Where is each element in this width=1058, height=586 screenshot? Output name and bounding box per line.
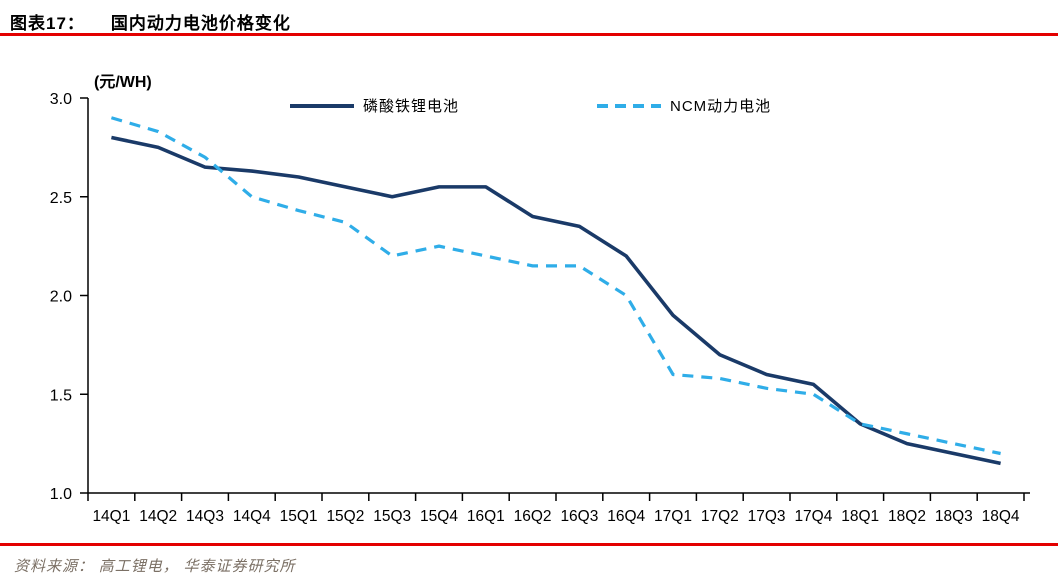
y-tick-label: 1.0 [50, 486, 72, 503]
x-tick-label: 15Q4 [420, 508, 458, 525]
x-tick-label: 14Q2 [139, 508, 177, 525]
lfp-solid-line-swatch [290, 103, 354, 108]
source-note: 资料来源： 高工锂电， 华泰证券研究所 [14, 559, 296, 575]
x-tick-label: 17Q4 [794, 508, 832, 525]
x-tick-label: 15Q1 [280, 508, 318, 525]
x-tick-label: 18Q4 [982, 508, 1020, 525]
y-tick-label: 2.5 [50, 190, 72, 207]
y-tick-label: 2.0 [50, 289, 72, 306]
series-line-lfp [111, 135, 1001, 466]
legend-item-ncm: NCM动力电池 [597, 95, 771, 116]
y-tick-label: 1.5 [50, 387, 72, 404]
figure-number-label: 图表17： [10, 14, 85, 33]
y-tick-label: 3.0 [50, 91, 72, 108]
x-tick-label: 16Q2 [514, 508, 552, 525]
x-tick-label: 16Q1 [467, 508, 505, 525]
figure-title: 图表17： 国内动力电池价格变化 [10, 9, 291, 34]
x-tick-label: 17Q1 [654, 508, 692, 525]
x-tick-label: 18Q3 [935, 508, 973, 525]
legend-label-lfp: 磷酸铁锂电池 [363, 98, 460, 115]
x-tick-label: 18Q2 [888, 508, 926, 525]
x-tick-label: 18Q1 [841, 508, 879, 525]
figure-title-text: 国内动力电池价格变化 [110, 14, 291, 33]
x-tick-label: 17Q2 [701, 508, 739, 525]
x-tick-label: 14Q1 [92, 508, 130, 525]
title-underline-rule [0, 33, 1058, 36]
x-tick-label: 15Q3 [373, 508, 411, 525]
ncm-dashed-line-swatch [597, 103, 661, 108]
x-tick-label: 14Q4 [233, 508, 271, 525]
x-tick-label: 16Q3 [560, 508, 598, 525]
footer-rule [0, 543, 1058, 546]
chart-legend: 磷酸铁锂电池 NCM动力电池 [0, 95, 1058, 115]
battery-price-line-chart: 3.0 2.5 2.0 1.5 1.0 14Q1 14Q2 14Q3 14Q4 15Q1 15Q2 1… [50, 91, 1030, 525]
series-line-ncm [110, 116, 1001, 456]
x-tick-label: 16Q4 [607, 508, 645, 525]
x-tick-label: 17Q3 [748, 508, 786, 525]
x-tick-label: 15Q2 [326, 508, 364, 525]
x-tick-label: 14Q3 [186, 508, 224, 525]
legend-item-lfp: 磷酸铁锂电池 [290, 95, 459, 116]
y-axis-unit-label: (元/WH) [94, 74, 152, 91]
legend-label-ncm: NCM动力电池 [670, 98, 772, 115]
